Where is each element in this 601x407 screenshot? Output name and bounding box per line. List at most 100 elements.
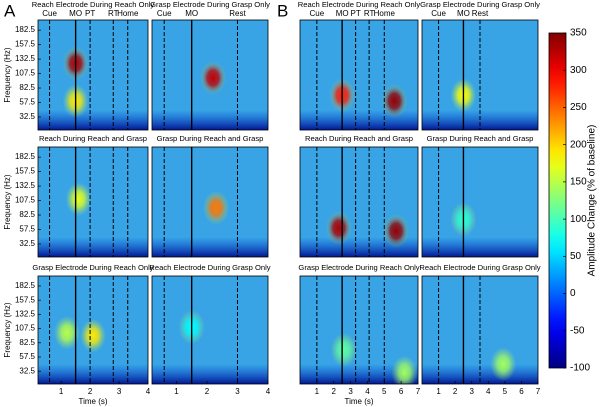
panel-title: Grasp Electrode During Grasp Only	[150, 0, 270, 9]
colorbar-tick-label: 350	[570, 28, 587, 39]
panel-title: Reach During Reach and Grasp	[305, 134, 413, 143]
y-tick-label: 82.5	[19, 338, 35, 347]
event-label: Cue	[431, 9, 446, 18]
hotspot	[65, 182, 92, 217]
colorbar-tick-label: -100	[570, 363, 590, 374]
x-tick-label: 4	[486, 387, 491, 396]
panel-frame	[37, 146, 149, 258]
colorbar	[548, 32, 567, 369]
hotspot	[53, 315, 80, 350]
event-label: Cue	[42, 9, 57, 18]
x-tick-label: 1	[174, 387, 179, 396]
x-tick-label: 3	[348, 387, 353, 396]
hotspot	[200, 60, 227, 95]
y-tick-label: 182.5	[15, 25, 36, 34]
y-axis-label: Frequency (Hz)	[3, 302, 12, 357]
y-tick-label: 57.5	[19, 225, 35, 234]
colorbar-tick-label: 100	[570, 214, 587, 225]
y-tick-label: 157.5	[15, 295, 36, 304]
heatmap	[38, 276, 148, 384]
panel-frame	[299, 275, 419, 385]
y-tick-label: 107.5	[15, 69, 36, 78]
event-label: Rest	[229, 9, 246, 18]
x-tick-label: 2	[88, 387, 93, 396]
low-band	[152, 364, 268, 384]
x-tick-label: 2	[453, 387, 458, 396]
y-tick-label: 32.5	[19, 239, 35, 248]
y-tick-label: 157.5	[15, 40, 36, 49]
panel-frame	[299, 146, 419, 258]
event-label: Home	[374, 9, 396, 18]
y-tick-label: 182.5	[15, 281, 36, 290]
hotspot	[391, 355, 418, 384]
x-tick-label: 6	[519, 387, 524, 396]
x-tick-label: 2	[205, 387, 210, 396]
x-tick-label: 3	[469, 387, 474, 396]
panel-title: Grasp During Reach and Grasp	[157, 134, 264, 143]
panel-frame	[299, 19, 419, 131]
x-tick-label: 7	[416, 387, 421, 396]
x-tick-label: 7	[536, 387, 541, 396]
y-tick-label: 82.5	[19, 83, 35, 92]
panel-title: Reach Electrode During Reach Only	[298, 0, 421, 9]
colorbar-tick-label: 300	[570, 65, 587, 76]
y-tick-label: 57.5	[19, 352, 35, 361]
panel-label: A	[4, 1, 16, 20]
y-tick-label: 107.5	[15, 196, 36, 205]
hotspot	[490, 347, 517, 382]
x-tick-label: 1	[59, 387, 64, 396]
colorbar-tick-label: 150	[570, 177, 587, 188]
colorbar-tick-label: 200	[570, 139, 587, 150]
heatmap	[422, 147, 538, 257]
heatmap	[152, 20, 268, 130]
event-label: PT	[85, 9, 95, 18]
heatmap	[152, 147, 268, 257]
event-label: Rest	[472, 9, 489, 18]
panel-frame	[37, 19, 149, 131]
panel-title: Reach Electrode During Grasp Only	[149, 263, 270, 272]
event-label: RT	[364, 9, 375, 18]
x-tick-label: 4	[146, 387, 151, 396]
x-tick-label: 5	[503, 387, 508, 396]
event-label: MO	[185, 9, 198, 18]
low-band	[38, 110, 148, 130]
panel-title: Grasp During Reach and Grasp	[427, 134, 534, 143]
panel-frame	[421, 146, 539, 258]
colorbar-tick-label: 250	[570, 102, 587, 113]
panel-frame	[37, 275, 149, 385]
panel-title: Reach Electrode During Grasp Only	[419, 263, 540, 272]
hotspot	[383, 213, 410, 248]
event-label: Home	[117, 9, 139, 18]
y-tick-label: 157.5	[15, 167, 36, 176]
panel-frame	[421, 275, 539, 385]
panel-frame	[151, 275, 269, 385]
y-tick-label: 132.5	[15, 181, 36, 190]
hotspot	[325, 211, 352, 246]
event-label: MO	[336, 9, 349, 18]
panel-title: Reach Electrode During Reach Only	[32, 0, 155, 9]
panel-label: B	[277, 1, 288, 20]
y-axis-label: Frequency (Hz)	[3, 174, 12, 229]
y-tick-label: 32.5	[19, 366, 35, 375]
panel-frame	[421, 19, 539, 131]
panel-frame	[151, 146, 269, 258]
x-tick-label: 6	[399, 387, 404, 396]
heatmap	[300, 276, 418, 384]
heatmap	[300, 147, 418, 257]
event-label: Cue	[310, 9, 325, 18]
low-band	[422, 110, 538, 130]
low-band	[152, 110, 268, 130]
panel-title: Reach During Reach and Grasp	[39, 134, 147, 143]
x-tick-label: 4	[266, 387, 271, 396]
colorbar-label: Amplitude Change (% of baseline)	[587, 125, 598, 277]
x-tick-label: 5	[382, 387, 387, 396]
event-label: Cue	[157, 9, 172, 18]
panel-title: Grasp Electrode During Grasp Only	[420, 0, 540, 9]
x-tick-label: 3	[117, 387, 122, 396]
low-band	[300, 364, 418, 384]
hotspot	[330, 332, 357, 367]
event-label: RT	[108, 9, 119, 18]
x-tick-label: 4	[365, 387, 370, 396]
x-axis-label: Time (s)	[344, 397, 373, 406]
y-tick-label: 132.5	[15, 309, 36, 318]
